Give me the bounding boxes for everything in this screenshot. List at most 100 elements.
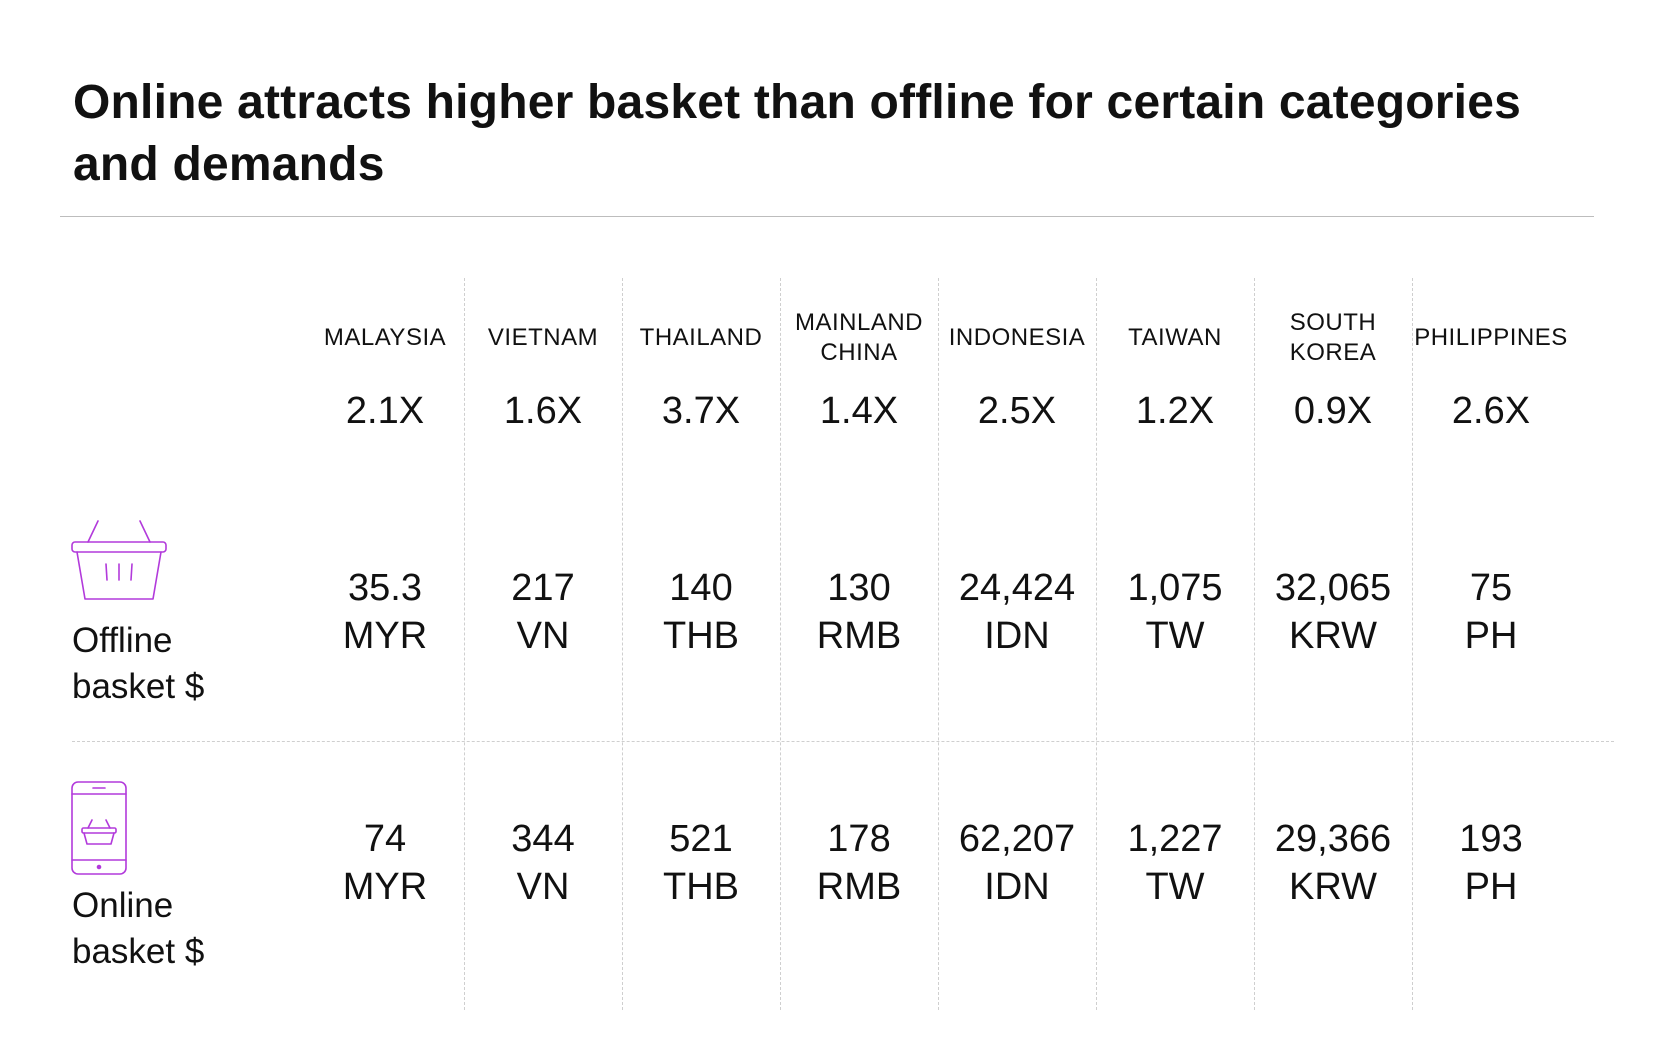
- offline-basket-amount: 140: [669, 567, 733, 609]
- online-basket-currency: RMB: [816, 866, 902, 908]
- country-label-line1: VIETNAM: [487, 324, 599, 351]
- offline-basket-amount: 130: [827, 567, 891, 609]
- column-divider: [464, 278, 465, 1010]
- online-basket-currency: KRW: [1289, 866, 1377, 908]
- offline-basket-value: 24,424 IDN: [938, 564, 1096, 660]
- shopping-basket-icon: [71, 520, 167, 600]
- online-basket-value: 1,227 TW: [1096, 815, 1254, 911]
- country-label-line1: MALAYSIA: [323, 324, 447, 351]
- column-divider: [938, 278, 939, 1010]
- country-label-line1: INDONESIA: [948, 324, 1086, 351]
- country-column: MAINLAND CHINA 1.4X 130 RMB 178 RMB: [780, 0, 938, 1064]
- offline-basket-currency: IDN: [984, 615, 1050, 657]
- country-label-line1: SOUTH: [1289, 309, 1377, 336]
- offline-basket-amount: 1,075: [1127, 567, 1223, 609]
- offline-basket-amount: 217: [511, 567, 575, 609]
- online-basket-label: Online basket $: [72, 883, 204, 975]
- country-column: SOUTH KOREA 0.9X 32,065 KRW 29,366 KRW: [1254, 0, 1412, 1064]
- page-title: Online attracts higher basket than offli…: [73, 76, 1522, 191]
- offline-basket-currency: TW: [1145, 615, 1205, 657]
- online-basket-currency: PH: [1464, 866, 1518, 908]
- online-basket-value: 521 THB: [622, 815, 780, 911]
- online-basket-amount: 74: [363, 818, 407, 860]
- online-basket-value: 178 RMB: [780, 815, 938, 911]
- online-basket-value: 344 VN: [464, 815, 622, 911]
- basket-multiplier: 2.5X: [977, 390, 1057, 432]
- offline-basket-currency: KRW: [1289, 615, 1377, 657]
- country-label-line1: MAINLAND: [794, 309, 924, 336]
- online-basket-amount: 193: [1459, 818, 1523, 860]
- online-basket-currency: TW: [1145, 866, 1205, 908]
- country-column: TAIWAN 1.2X 1,075 TW 1,227 TW: [1096, 0, 1254, 1064]
- online-basket-currency: THB: [663, 866, 739, 908]
- basket-multiplier: 0.9X: [1293, 390, 1373, 432]
- country-column: VIETNAM 1.6X 217 VN 344 VN: [464, 0, 622, 1064]
- offline-basket-amount: 35.3: [348, 567, 422, 609]
- offline-basket-currency: THB: [663, 615, 739, 657]
- offline-basket-currency: PH: [1464, 615, 1518, 657]
- country-label: VIETNAM: [464, 323, 622, 353]
- country-label: INDONESIA: [938, 323, 1096, 353]
- offline-basket-value: 32,065 KRW: [1254, 564, 1412, 660]
- basket-multiplier: 2.1X: [345, 390, 425, 432]
- offline-basket-label: Offline basket $: [72, 618, 204, 710]
- offline-basket-value: 140 THB: [622, 564, 780, 660]
- offline-basket-value: 217 VN: [464, 564, 622, 660]
- country-label-line2: KOREA: [1289, 339, 1377, 366]
- online-basket-currency: IDN: [984, 866, 1050, 908]
- basket-multiplier: 3.7X: [661, 390, 741, 432]
- online-basket-amount: 344: [511, 818, 575, 860]
- offline-label-line2: basket $: [72, 667, 205, 706]
- country-column: THAILAND 3.7X 140 THB 521 THB: [622, 0, 780, 1064]
- country-label-line1: PHILIPPINES: [1414, 324, 1568, 351]
- offline-basket-value: 130 RMB: [780, 564, 938, 660]
- online-basket-value: 74 MYR: [306, 815, 464, 911]
- country-column: INDONESIA 2.5X 24,424 IDN 62,207 IDN: [938, 0, 1096, 1064]
- column-divider: [780, 278, 781, 1010]
- country-label: SOUTH KOREA: [1254, 308, 1412, 368]
- column-divider: [1412, 278, 1413, 1010]
- online-basket-value: 62,207 IDN: [938, 815, 1096, 911]
- offline-label-line1: Offline: [72, 621, 173, 660]
- country-column: MALAYSIA 2.1X 35.3 MYR 74 MYR: [306, 0, 464, 1064]
- online-basket-value: 29,366 KRW: [1254, 815, 1412, 911]
- basket-multiplier: 1.6X: [503, 390, 583, 432]
- online-basket-value: 193 PH: [1412, 815, 1570, 911]
- country-label-line2: CHINA: [820, 339, 898, 366]
- online-basket-currency: VN: [516, 866, 570, 908]
- basket-multiplier: 1.4X: [819, 390, 899, 432]
- offline-basket-amount: 75: [1469, 567, 1513, 609]
- country-label: MAINLAND CHINA: [780, 308, 938, 368]
- country-label: THAILAND: [622, 323, 780, 353]
- country-label: MALAYSIA: [306, 323, 464, 353]
- column-divider: [1096, 278, 1097, 1010]
- online-basket-amount: 1,227: [1127, 818, 1223, 860]
- offline-basket-currency: RMB: [816, 615, 902, 657]
- online-basket-amount: 62,207: [958, 818, 1076, 860]
- basket-multiplier: 1.2X: [1135, 390, 1215, 432]
- row-divider: [72, 741, 1614, 742]
- offline-basket-currency: MYR: [342, 615, 428, 657]
- basket-multiplier: 2.6X: [1451, 390, 1531, 432]
- offline-basket-value: 1,075 TW: [1096, 564, 1254, 660]
- online-basket-amount: 29,366: [1274, 818, 1392, 860]
- online-basket-amount: 178: [827, 818, 891, 860]
- mobile-shopping-icon: [71, 781, 127, 875]
- online-label-line2: basket $: [72, 932, 205, 971]
- country-column: PHILIPPINES 2.6X 75 PH 193 PH: [1412, 0, 1570, 1064]
- country-label-line1: TAIWAN: [1128, 324, 1222, 351]
- country-label: PHILIPPINES: [1412, 323, 1570, 353]
- online-label-line1: Online: [72, 886, 174, 925]
- offline-basket-value: 75 PH: [1412, 564, 1570, 660]
- offline-basket-currency: VN: [516, 615, 570, 657]
- offline-basket-amount: 24,424: [958, 567, 1076, 609]
- online-basket-amount: 521: [669, 818, 733, 860]
- offline-basket-amount: 32,065: [1274, 567, 1392, 609]
- offline-basket-value: 35.3 MYR: [306, 564, 464, 660]
- column-divider: [622, 278, 623, 1010]
- online-basket-currency: MYR: [342, 866, 428, 908]
- country-label: TAIWAN: [1096, 323, 1254, 353]
- country-label-line1: THAILAND: [639, 324, 763, 351]
- column-divider: [1254, 278, 1255, 1010]
- title-divider: [60, 216, 1594, 217]
